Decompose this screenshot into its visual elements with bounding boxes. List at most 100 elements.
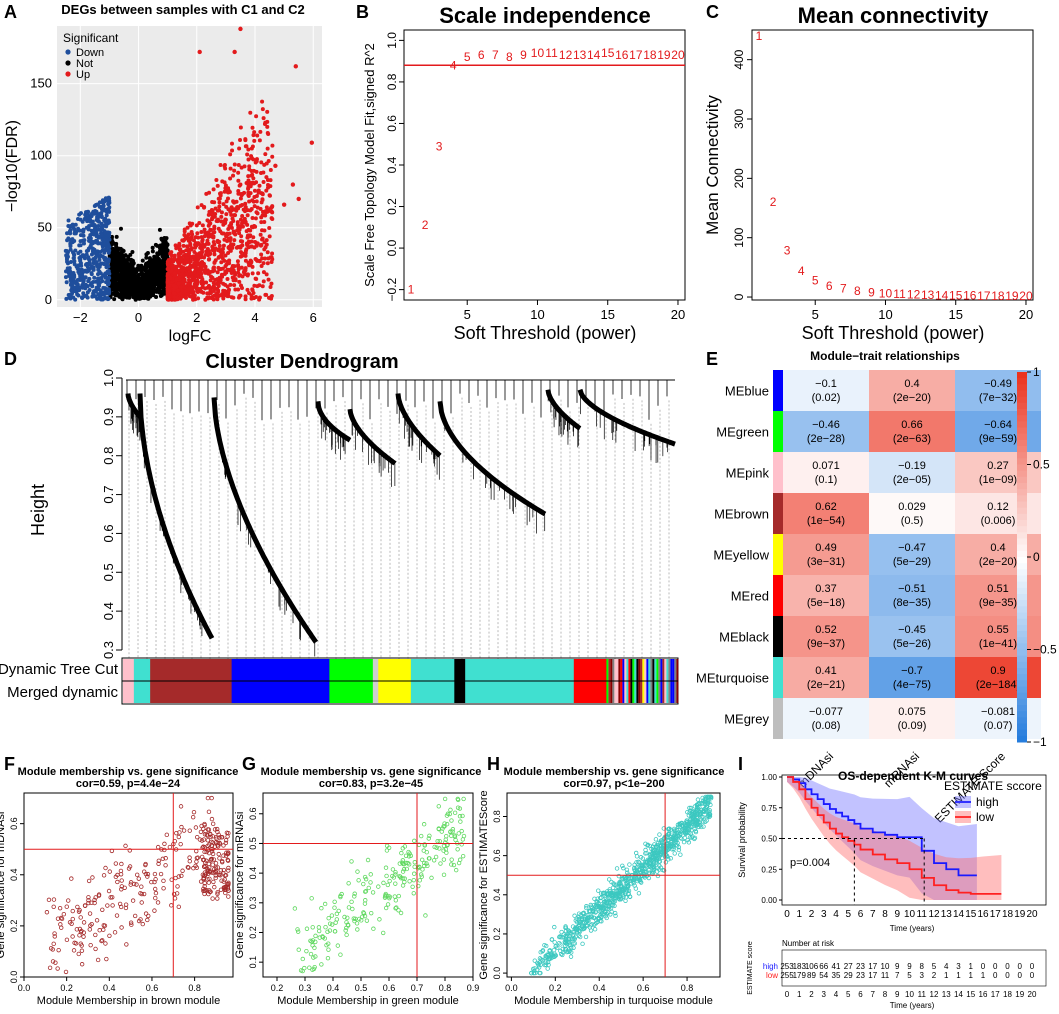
colorbar-step <box>1017 705 1027 712</box>
module-color-MEyellow <box>773 534 783 575</box>
point-up <box>180 294 185 299</box>
point-up <box>192 284 197 289</box>
point-up <box>227 231 232 236</box>
point-not <box>139 292 144 297</box>
y-tick-label: 0.3 <box>101 641 116 659</box>
point <box>187 855 192 860</box>
point-up <box>261 116 266 121</box>
cell-pvalue: (1e−41) <box>979 638 1017 650</box>
cell-pvalue: (0.09) <box>898 720 927 732</box>
point-up <box>172 271 177 276</box>
point-up <box>233 287 238 292</box>
module-label: MEblack <box>719 630 769 645</box>
point-up <box>204 191 209 196</box>
cell-value: 0.12 <box>987 501 1008 513</box>
heatmap-cell <box>869 534 955 575</box>
y-tick-label: 0.6 <box>248 808 258 821</box>
point-down <box>79 295 84 300</box>
point-up <box>209 207 214 212</box>
point <box>423 913 428 918</box>
point-up <box>266 256 271 261</box>
cell-value: 0.55 <box>987 624 1008 636</box>
point <box>194 859 199 864</box>
point-up <box>256 188 261 193</box>
point <box>393 881 398 886</box>
point-down <box>73 297 78 302</box>
point-up <box>219 272 224 277</box>
colorbar-step <box>1017 378 1027 385</box>
point <box>57 905 63 911</box>
point <box>449 857 454 862</box>
volcano-points <box>63 26 315 302</box>
point <box>145 917 150 923</box>
point <box>194 848 199 854</box>
y-tick-label: 0.2 <box>248 926 258 939</box>
cell-pvalue: (1e−09) <box>979 474 1017 486</box>
point-up <box>211 187 216 192</box>
point <box>319 906 324 911</box>
point <box>636 891 642 896</box>
colorbar-step <box>1017 495 1027 502</box>
point <box>167 844 173 850</box>
point-not <box>162 254 167 259</box>
point <box>210 821 216 827</box>
point-not <box>132 272 137 277</box>
point-up <box>180 279 185 284</box>
point-up <box>270 251 275 256</box>
point-down <box>68 228 73 233</box>
point-up <box>194 223 199 228</box>
point-up <box>221 243 226 248</box>
cell-pvalue: (9e−59) <box>979 433 1017 445</box>
point-not <box>117 257 122 262</box>
point-up <box>228 248 233 253</box>
point-up <box>256 271 261 276</box>
point <box>112 930 118 935</box>
point-not <box>149 272 154 277</box>
point-up <box>261 179 266 184</box>
point-up <box>251 133 256 138</box>
point <box>128 882 133 887</box>
point-not <box>109 250 114 255</box>
point-up <box>230 148 235 153</box>
point <box>436 804 441 809</box>
x-tick-label: 10 <box>530 307 544 322</box>
point <box>580 941 585 947</box>
point-not <box>158 248 163 253</box>
point-up <box>181 243 186 248</box>
point-not <box>118 260 123 265</box>
colorbar-step <box>1017 446 1027 453</box>
point-down <box>106 296 111 301</box>
point-up <box>185 292 190 297</box>
power-point: 1 <box>756 29 763 43</box>
point-up <box>254 210 259 215</box>
point-down <box>76 251 81 256</box>
point <box>325 955 331 961</box>
point-up <box>236 188 241 193</box>
point-up <box>265 261 270 266</box>
point-up <box>243 258 248 263</box>
point-up <box>227 267 232 272</box>
point-down <box>83 283 88 288</box>
point-up <box>199 289 204 294</box>
point-up <box>232 213 237 218</box>
point-not <box>161 273 166 278</box>
cell-pvalue: (0.02) <box>812 392 841 404</box>
point-up <box>174 267 179 272</box>
x-tick-label: 0.6 <box>383 983 396 993</box>
point-up <box>266 277 271 282</box>
point-not <box>139 277 144 282</box>
point-up <box>259 264 264 269</box>
point-down <box>89 252 94 257</box>
point-up <box>259 252 264 257</box>
x-axis-label: Module Membership in green module <box>277 995 459 1007</box>
point-up <box>171 259 176 264</box>
point-up <box>180 268 185 273</box>
y-tick-label: 0.0 <box>385 239 399 256</box>
heatmap-cell <box>869 493 955 534</box>
point <box>106 888 112 894</box>
point-up <box>232 162 237 167</box>
heatmap-cell <box>869 616 955 657</box>
point-up <box>182 232 187 237</box>
cell-pvalue: (2e−21) <box>807 679 845 691</box>
module-label: MEblue <box>725 384 769 399</box>
